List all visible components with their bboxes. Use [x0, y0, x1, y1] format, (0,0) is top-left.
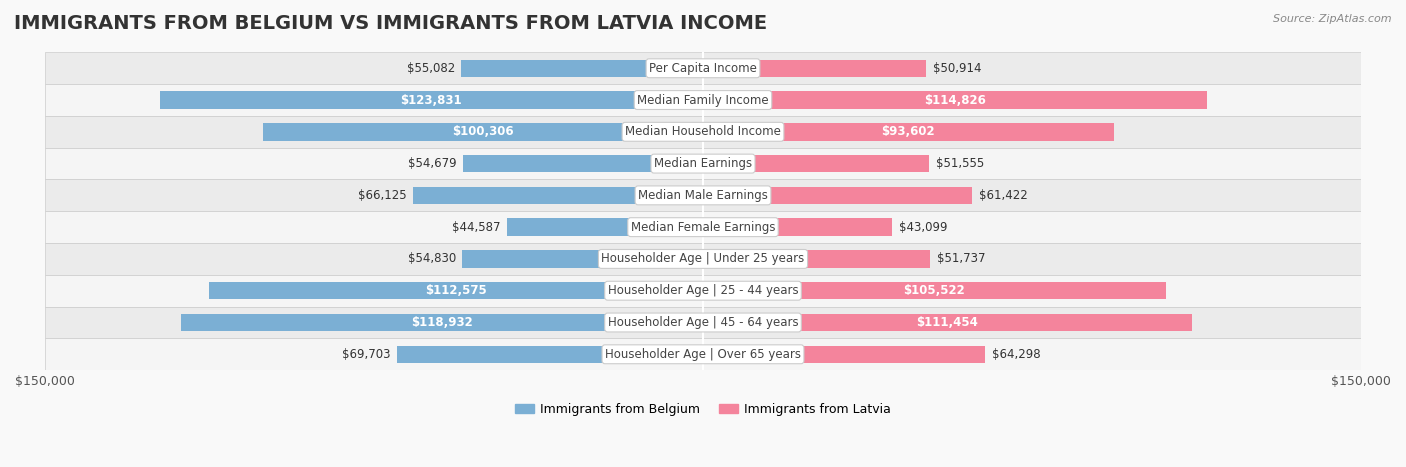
Text: Householder Age | Under 25 years: Householder Age | Under 25 years [602, 253, 804, 265]
Bar [160, 91, 703, 109]
Bar [398, 346, 703, 363]
Text: $43,099: $43,099 [898, 221, 948, 234]
FancyBboxPatch shape [45, 307, 1361, 339]
Text: $54,679: $54,679 [408, 157, 457, 170]
FancyBboxPatch shape [45, 52, 1361, 84]
Text: $111,454: $111,454 [917, 316, 979, 329]
Bar [463, 250, 703, 268]
Text: $112,575: $112,575 [425, 284, 486, 297]
Text: Per Capita Income: Per Capita Income [650, 62, 756, 75]
Legend: Immigrants from Belgium, Immigrants from Latvia: Immigrants from Belgium, Immigrants from… [510, 398, 896, 421]
Bar [703, 187, 973, 204]
Text: $50,914: $50,914 [934, 62, 981, 75]
FancyBboxPatch shape [45, 211, 1361, 243]
Text: $69,703: $69,703 [342, 348, 391, 361]
Bar [703, 346, 986, 363]
Text: $51,555: $51,555 [936, 157, 984, 170]
Text: $100,306: $100,306 [453, 125, 513, 138]
Text: Source: ZipAtlas.com: Source: ZipAtlas.com [1274, 14, 1392, 24]
Text: $93,602: $93,602 [882, 125, 935, 138]
Text: Median Household Income: Median Household Income [626, 125, 780, 138]
Text: $44,587: $44,587 [453, 221, 501, 234]
Text: $123,831: $123,831 [401, 93, 463, 106]
Bar [703, 59, 927, 77]
FancyBboxPatch shape [45, 84, 1361, 116]
Text: $54,830: $54,830 [408, 253, 456, 265]
Text: Householder Age | 25 - 44 years: Householder Age | 25 - 44 years [607, 284, 799, 297]
Text: Householder Age | 45 - 64 years: Householder Age | 45 - 64 years [607, 316, 799, 329]
Bar [209, 282, 703, 299]
Text: $55,082: $55,082 [406, 62, 454, 75]
Text: Householder Age | Over 65 years: Householder Age | Over 65 years [605, 348, 801, 361]
Bar [181, 314, 703, 331]
FancyBboxPatch shape [45, 275, 1361, 307]
Text: Median Male Earnings: Median Male Earnings [638, 189, 768, 202]
Bar [703, 282, 1166, 299]
Text: $66,125: $66,125 [357, 189, 406, 202]
Bar [703, 123, 1114, 141]
Bar [461, 59, 703, 77]
Text: Median Female Earnings: Median Female Earnings [631, 221, 775, 234]
Bar [703, 91, 1206, 109]
Bar [413, 187, 703, 204]
Text: Median Earnings: Median Earnings [654, 157, 752, 170]
FancyBboxPatch shape [45, 339, 1361, 370]
Bar [703, 155, 929, 172]
Text: $64,298: $64,298 [991, 348, 1040, 361]
FancyBboxPatch shape [45, 179, 1361, 211]
Bar [703, 250, 929, 268]
Bar [508, 219, 703, 236]
FancyBboxPatch shape [45, 243, 1361, 275]
Text: $118,932: $118,932 [411, 316, 472, 329]
Bar [703, 219, 891, 236]
Text: IMMIGRANTS FROM BELGIUM VS IMMIGRANTS FROM LATVIA INCOME: IMMIGRANTS FROM BELGIUM VS IMMIGRANTS FR… [14, 14, 768, 33]
Text: Median Family Income: Median Family Income [637, 93, 769, 106]
Text: $51,737: $51,737 [936, 253, 986, 265]
Bar [463, 155, 703, 172]
Bar [263, 123, 703, 141]
Text: $114,826: $114,826 [924, 93, 986, 106]
FancyBboxPatch shape [45, 148, 1361, 179]
Text: $61,422: $61,422 [979, 189, 1028, 202]
FancyBboxPatch shape [45, 116, 1361, 148]
Text: $105,522: $105,522 [904, 284, 966, 297]
Bar [703, 314, 1192, 331]
